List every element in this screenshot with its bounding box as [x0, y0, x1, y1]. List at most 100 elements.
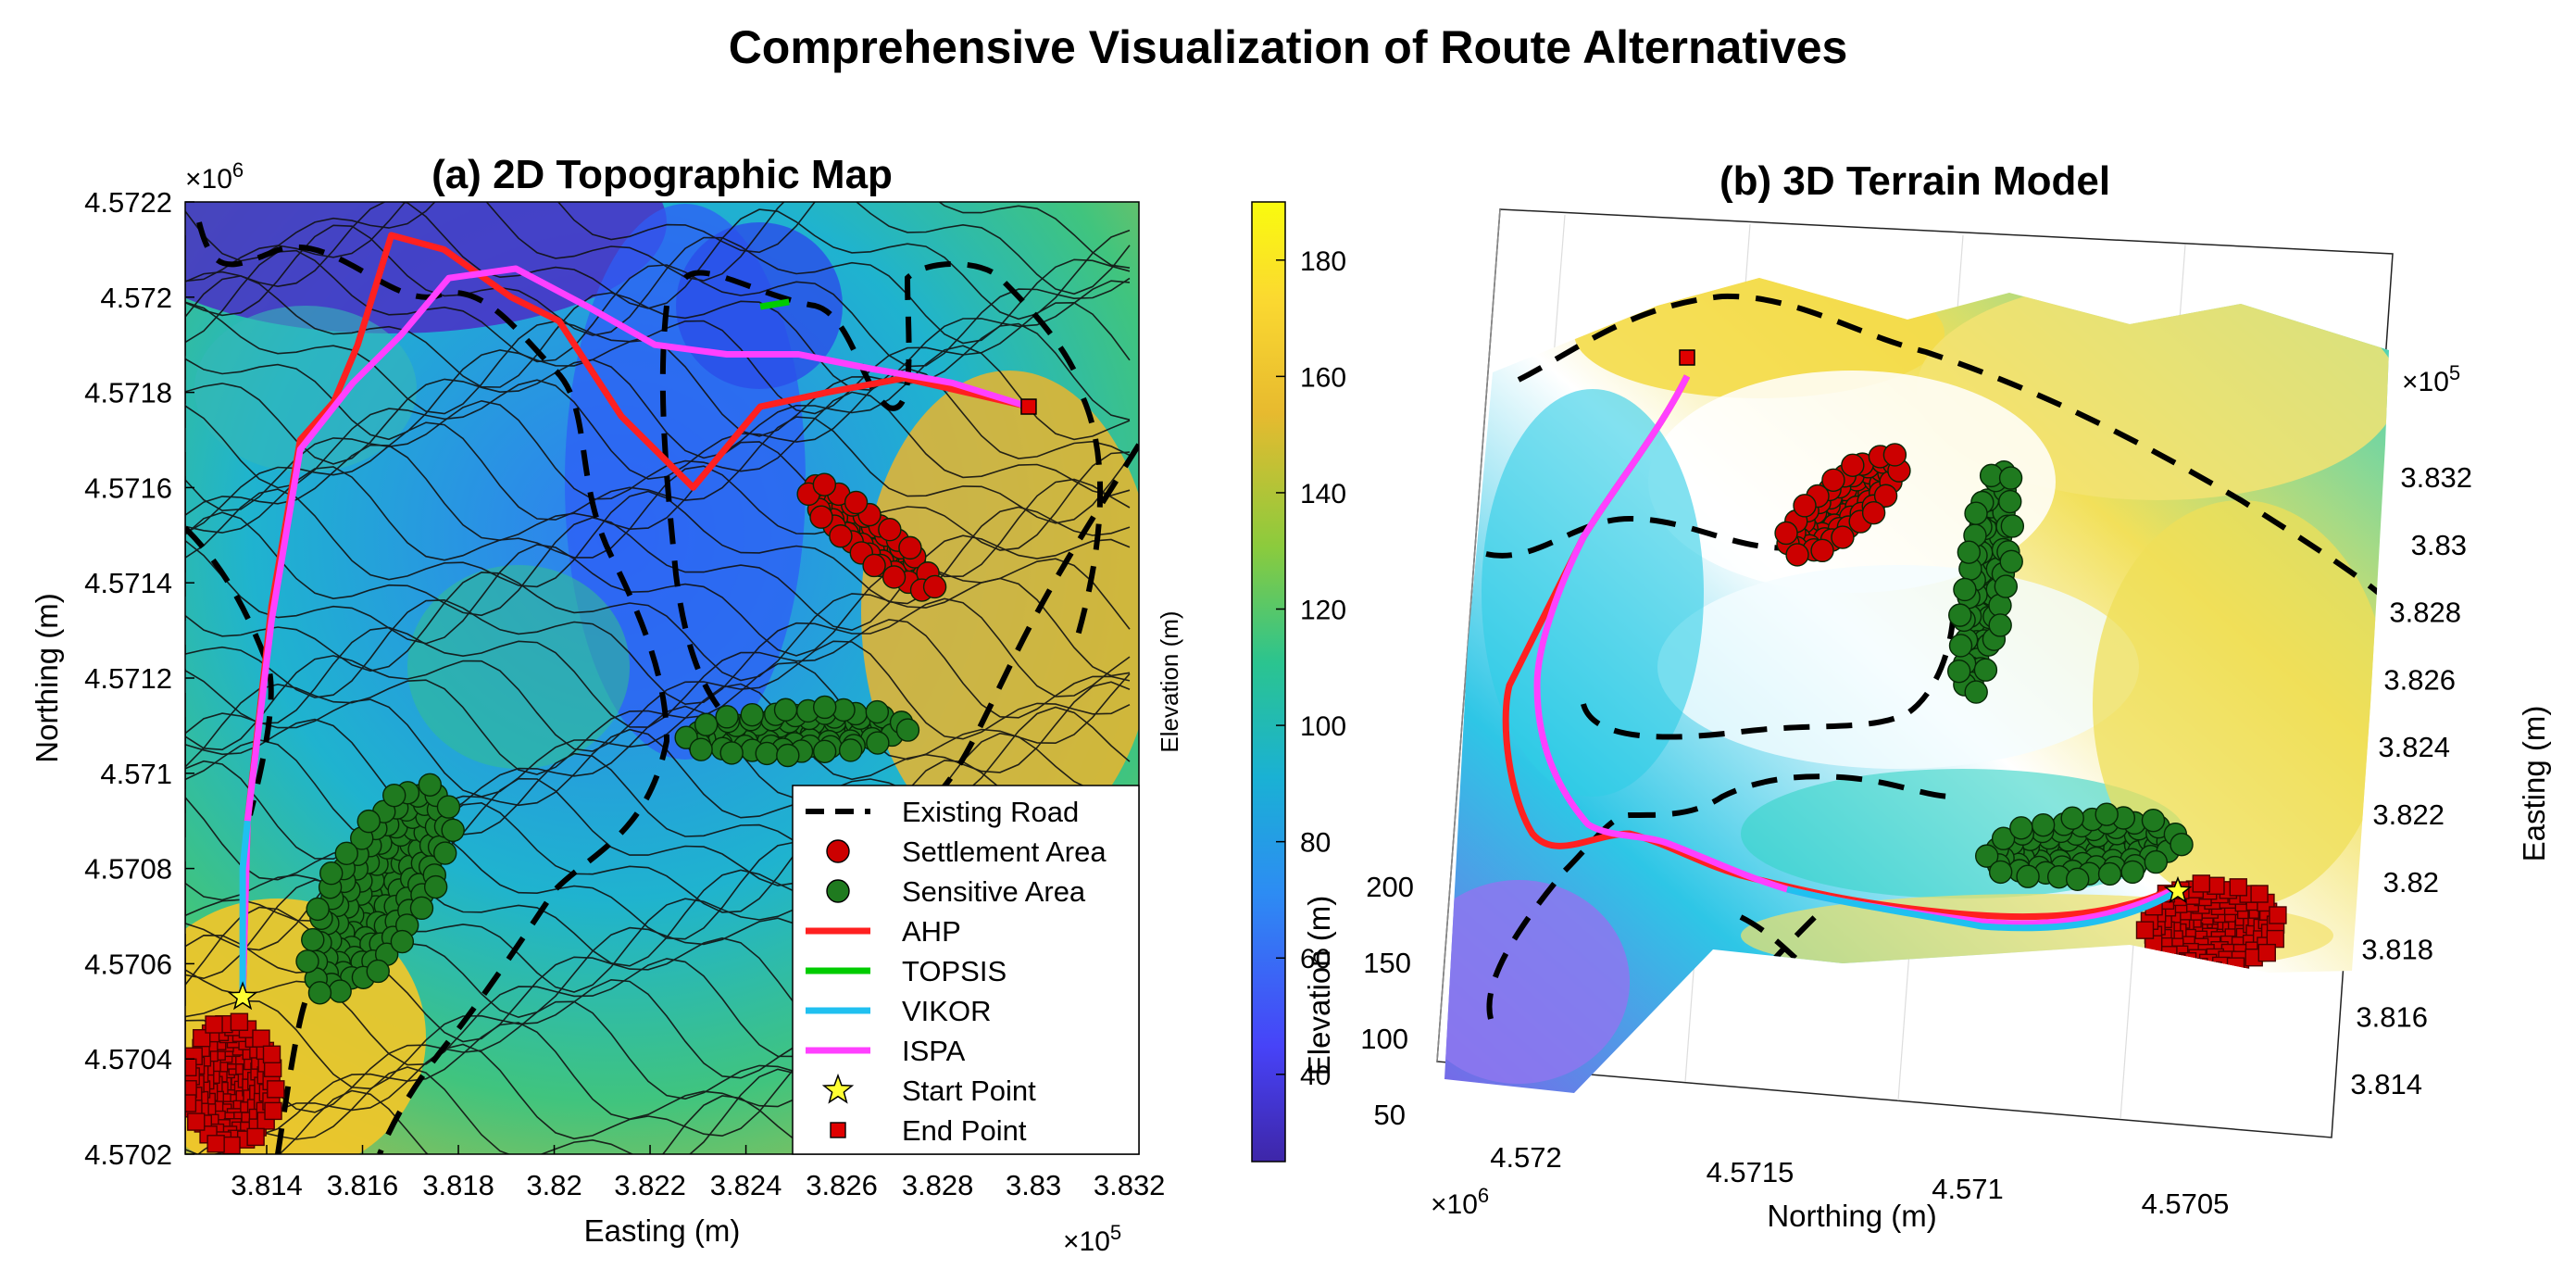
sensitive-marker: [436, 795, 461, 819]
legend-swatch-start: [821, 1073, 855, 1104]
y3d-tick-label: 3.824: [2378, 731, 2450, 763]
colorbar-tick-label: 40: [1300, 1061, 1331, 1091]
settlement-marker: [230, 1012, 249, 1031]
route-topsis: [759, 298, 790, 310]
sensitive-marker-3d: [1948, 634, 1973, 658]
settlement-marker: [264, 1101, 282, 1121]
contour-line: [185, 752, 1131, 861]
surface-yellow-slope: [2093, 500, 2389, 908]
settlement-marker: [187, 1112, 206, 1131]
settlement-marker-3d: [2204, 961, 2222, 980]
sensitive-marker-3d: [2170, 832, 2194, 857]
sensitive-marker-3d: [2016, 864, 2040, 888]
sensitive-marker-3d: [1948, 603, 1972, 627]
area-markers-2d: [185, 472, 947, 1154]
sensitive-marker-3d: [1988, 860, 2013, 885]
sensitive-marker: [865, 699, 890, 724]
settlement-marker-3d: [1873, 484, 1898, 508]
contour-line: [185, 416, 1131, 534]
sensitive-marker: [895, 718, 920, 742]
map-2d-panel: (a) 2D Topographic Map: [30, 152, 1165, 1257]
settlement-marker: [206, 1135, 225, 1153]
figure-title: Comprehensive Visualization of Route Alt…: [729, 21, 1848, 73]
settlement-marker: [262, 1045, 281, 1063]
contour-line: [185, 488, 1131, 605]
end-point-marker: [1020, 398, 1037, 415]
settlement-marker-3d: [2257, 943, 2276, 962]
x3d-tick-label: 4.5705: [2142, 1188, 2230, 1220]
existing-road-segment: [185, 525, 274, 816]
legend-swatch-settlement: [826, 839, 850, 863]
sensitive-marker: [390, 929, 415, 954]
contour-line: [185, 511, 1131, 632]
map-2d-ylabel: Northing (m): [30, 593, 64, 762]
terrain-3d-panel: (b) 3D Terrain Model: [1302, 158, 2551, 1233]
contour-line: [185, 728, 1131, 840]
sensitive-marker-3d: [2141, 808, 2166, 833]
x3d-tick-label: 4.571: [1932, 1173, 2004, 1205]
existing-road-lines: [185, 221, 1139, 1154]
legend-label: End Point: [902, 1114, 1027, 1147]
existing-road-segment-3d: [1629, 773, 1955, 818]
route-vikor-3d: [1786, 886, 2180, 932]
x-tick-label: 3.828: [902, 1169, 974, 1201]
legend-swatch-end: [830, 1122, 846, 1138]
y-tick-label: 4.5722: [84, 186, 172, 219]
terrain-3d-x-exponent: ×106: [1431, 1184, 1489, 1220]
existing-road-segment: [1071, 396, 1104, 649]
sensitive-marker-3d: [1946, 659, 1971, 684]
z3d-tick-label: 50: [1374, 1099, 1406, 1131]
settlement-marker: [267, 1080, 285, 1099]
settlement-marker-3d: [2269, 906, 2287, 924]
sensitive-marker-3d: [1974, 844, 1999, 868]
contour-line: [185, 367, 1131, 489]
sensitive-marker: [307, 981, 332, 1005]
sensitive-marker: [838, 738, 863, 762]
sensitive-marker: [418, 773, 443, 797]
settlement-marker-3d: [1774, 521, 1798, 546]
sensitive-marker-3d: [2060, 806, 2084, 830]
settlement-marker: [205, 1015, 223, 1034]
contour-line: [185, 681, 1131, 798]
sensitive-marker: [773, 698, 798, 722]
sensitive-marker-3d: [1953, 577, 1977, 602]
map-2d-xlabel: Easting (m): [584, 1213, 741, 1248]
sensitive-marker: [689, 737, 713, 761]
sensitive-marker: [740, 702, 764, 727]
settlement-marker-3d: [1861, 500, 1886, 525]
legend-label: Settlement Area: [902, 836, 1107, 868]
existing-road-segment: [932, 443, 1139, 799]
settlement-marker-3d: [2226, 957, 2245, 975]
contour-line: [185, 441, 1131, 551]
settlement-marker-3d: [2229, 878, 2247, 897]
settlement-marker: [922, 574, 947, 599]
colorbar-ticks: 40 60 80 100 120 140 160 180: [1276, 246, 1346, 1091]
sensitive-marker-3d: [1973, 658, 1998, 682]
legend-label: Sensitive Area: [902, 875, 1086, 908]
y-tick-label: 4.5716: [84, 471, 172, 504]
z3d-tick-label: 200: [1366, 871, 1414, 903]
route-ispa: [239, 265, 1031, 998]
contour-line: [185, 249, 1131, 368]
start-end-points-2d: [227, 398, 1037, 1011]
settlement-marker-3d: [2192, 874, 2211, 893]
sensitive-marker: [694, 712, 719, 736]
sensitive-marker-3d: [2031, 812, 2056, 837]
sensitive-marker-3d: [1999, 549, 2023, 573]
y-tick-label: 4.5702: [84, 1138, 172, 1171]
map-2d-y-exponent: ×106: [185, 158, 244, 195]
settlement-marker-3d: [2135, 921, 2155, 939]
settlement-marker: [246, 1127, 265, 1147]
y3d-tick-label: 3.818: [2361, 934, 2433, 966]
axes-box-edge: [1436, 208, 1501, 1062]
contour-line: [185, 301, 1131, 415]
colorbar-gradient: [1251, 201, 1286, 1163]
settlement-marker: [862, 553, 886, 578]
settlement-marker-3d: [2190, 957, 2208, 976]
y-tick-label: 4.5712: [84, 662, 172, 695]
legend-swatch-sensitive: [826, 879, 850, 903]
low-valley-region: [185, 202, 667, 333]
y3d-tick-label: 3.82: [2383, 866, 2439, 899]
x-tick-label: 3.818: [422, 1169, 494, 1201]
sensitive-marker: [812, 739, 837, 764]
